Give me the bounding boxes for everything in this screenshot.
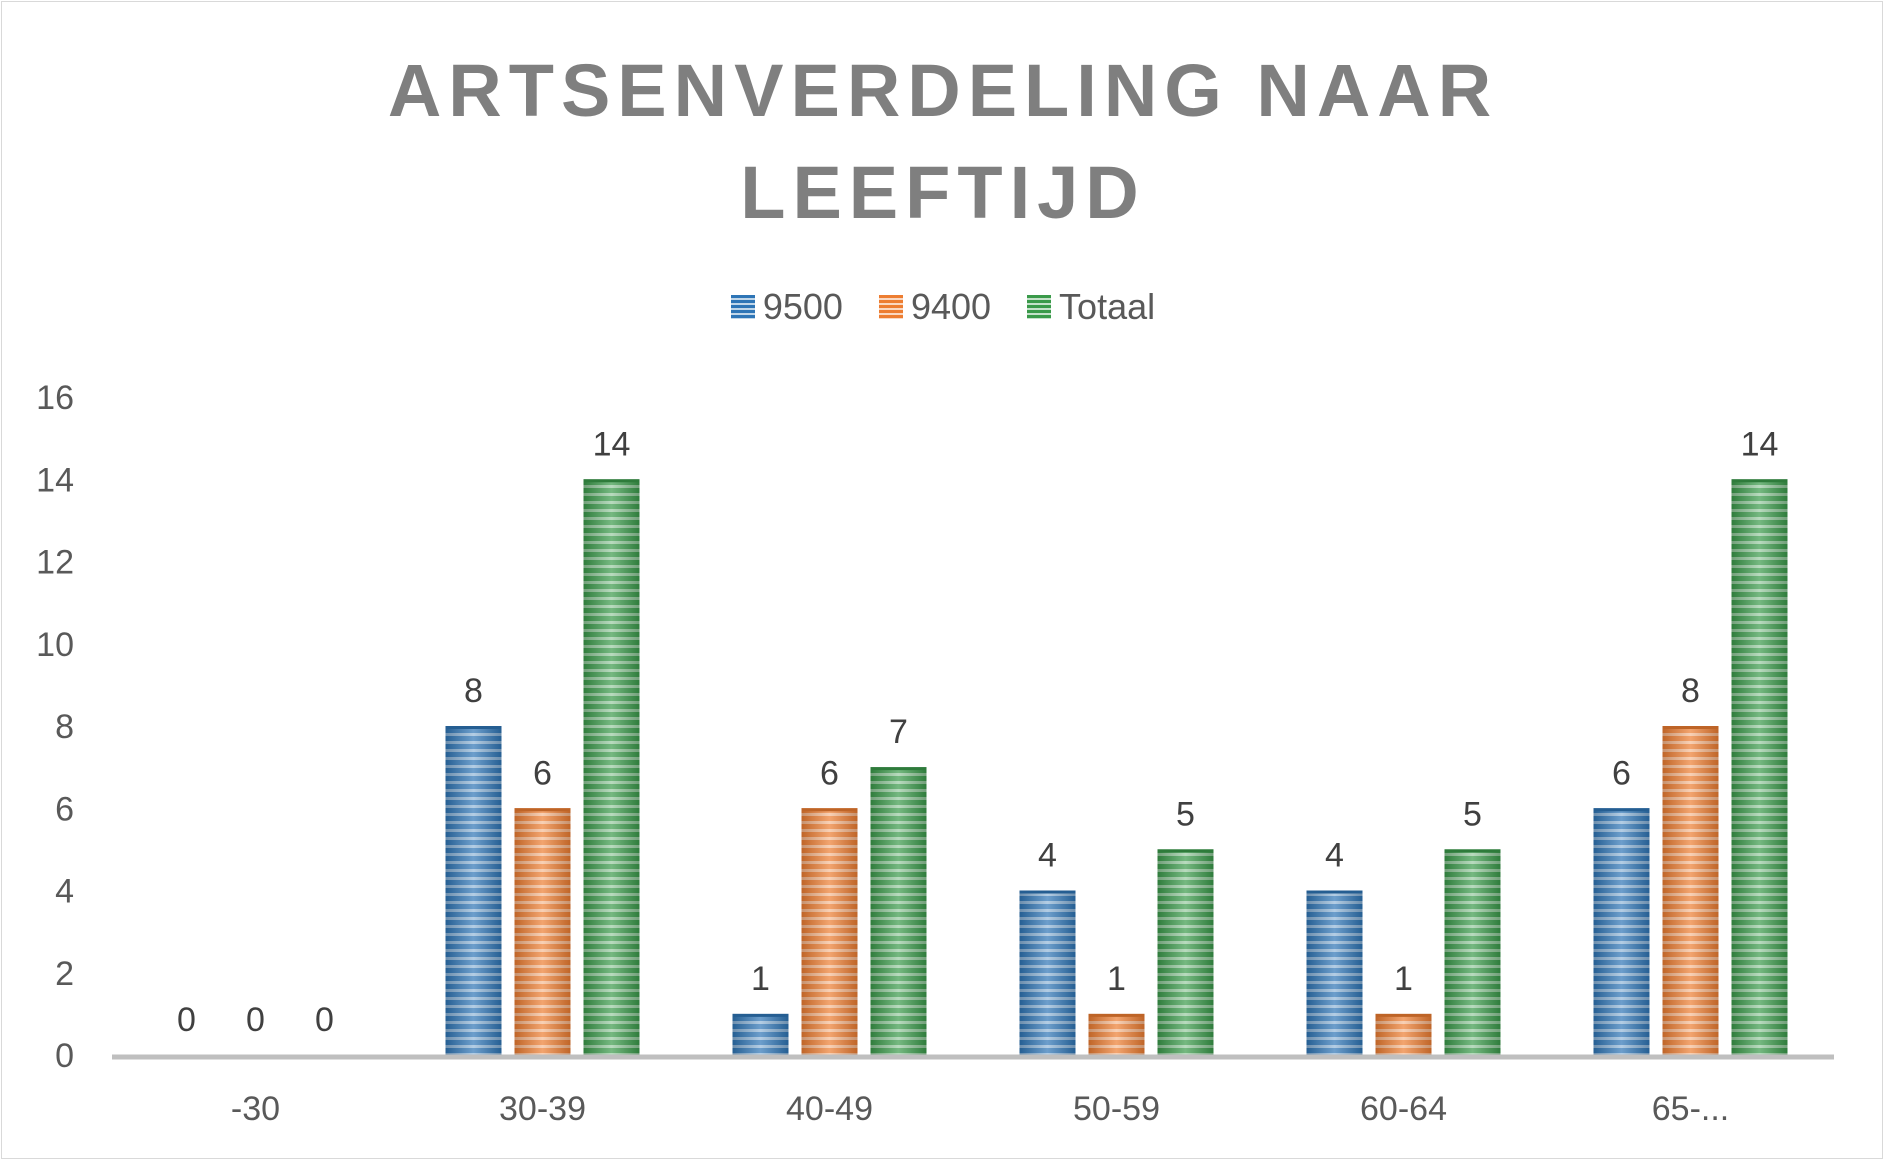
x-tick-label: 60-64	[1360, 1090, 1447, 1128]
bar-9500-65-...	[1593, 808, 1650, 1055]
legend-swatch-9400	[878, 295, 903, 319]
x-tick-label: 40-49	[786, 1090, 873, 1128]
x-tick-label: 30-39	[499, 1090, 586, 1128]
y-tick-label: 10	[36, 626, 74, 664]
bar-9400-65-...	[1662, 726, 1719, 1055]
data-label: 4	[1325, 837, 1344, 875]
data-label: 6	[820, 754, 839, 792]
legend: 9500 9400 Totaal	[0, 286, 1886, 328]
y-tick-label: 14	[36, 461, 74, 499]
bar-9500-50-59	[1019, 890, 1076, 1055]
data-label: 1	[1107, 960, 1126, 998]
legend-label-9400: 9400	[910, 286, 992, 327]
legend-label-totaal: Totaal	[1059, 286, 1156, 327]
legend-item-9400: 9400	[878, 286, 992, 328]
chart-title-line-1: ARTSENVERDELING NAAR	[387, 49, 1499, 132]
x-tick-label: -30	[231, 1090, 280, 1128]
data-label: 0	[246, 1001, 265, 1039]
legend-item-9500: 9500	[730, 286, 843, 328]
y-tick-label: 12	[36, 544, 74, 582]
data-label: 1	[751, 960, 770, 998]
bar-9500-60-64	[1306, 890, 1363, 1055]
legend-item-totaal: Totaal	[1027, 286, 1155, 328]
data-label: 8	[1681, 672, 1700, 710]
data-label: 6	[1612, 754, 1631, 792]
data-label: 5	[1176, 795, 1195, 833]
x-tick-label: 65-...	[1652, 1090, 1729, 1128]
data-label: 14	[1741, 425, 1779, 463]
data-label: 0	[315, 1001, 334, 1039]
bar-9400-50-59	[1088, 1013, 1145, 1055]
data-label: 6	[533, 754, 552, 792]
legend-swatch-9500	[730, 295, 755, 319]
bar-9400-30-39	[514, 808, 571, 1055]
data-label: 1	[1394, 960, 1413, 998]
chart-title-line-2: LEEFTIJD	[740, 151, 1146, 234]
y-tick-label: 4	[55, 873, 74, 911]
bar-totaal-30-39	[583, 479, 640, 1055]
data-label: 14	[593, 425, 631, 463]
y-tick-label: 16	[36, 379, 74, 417]
y-tick-label: 8	[55, 708, 74, 746]
legend-label-9500: 9500	[762, 286, 843, 327]
data-label: 7	[889, 713, 908, 751]
data-label: 8	[464, 672, 483, 710]
bar-totaal-50-59	[1157, 849, 1214, 1055]
data-label: 0	[177, 1001, 196, 1039]
bar-9400-40-49	[801, 808, 858, 1055]
bar-totaal-40-49	[870, 767, 927, 1055]
bar-9500-40-49	[732, 1013, 789, 1055]
bar-9400-60-64	[1375, 1013, 1432, 1055]
x-tick-label: 50-59	[1073, 1090, 1160, 1128]
y-tick-label: 6	[55, 790, 74, 828]
bar-totaal-60-64	[1444, 849, 1501, 1055]
legend-swatch-totaal	[1027, 295, 1052, 319]
bar-9500-30-39	[445, 726, 502, 1055]
y-tick-label: 2	[55, 955, 74, 993]
data-label: 5	[1463, 795, 1482, 833]
bar-totaal-65-...	[1731, 479, 1788, 1055]
chart-title: ARTSENVERDELING NAAR LEEFTIJD	[0, 40, 1886, 244]
y-tick-label: 0	[55, 1037, 74, 1075]
data-label: 4	[1038, 837, 1057, 875]
